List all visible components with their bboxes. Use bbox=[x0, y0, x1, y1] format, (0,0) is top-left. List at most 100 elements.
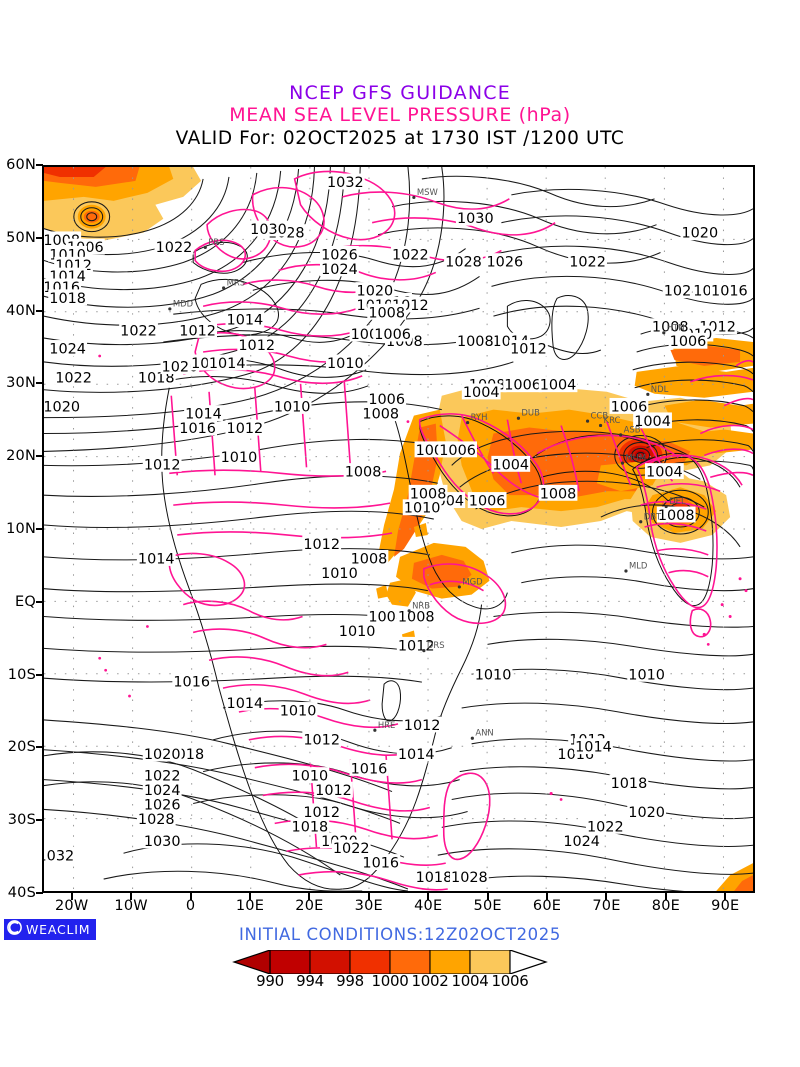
y-axis-tick-40s: 40S bbox=[7, 885, 36, 901]
isobar-label-bg bbox=[680, 224, 720, 241]
isobar-label-bg bbox=[314, 781, 353, 798]
isobar-label: 1008 bbox=[368, 305, 405, 321]
isobar-label-bg bbox=[320, 260, 359, 277]
isobar-label: 1008 bbox=[410, 486, 447, 502]
city-dot bbox=[598, 423, 603, 428]
isobar-label: 1006 bbox=[469, 494, 506, 510]
isobar-label-bg bbox=[585, 817, 625, 834]
x-axis-tick-40e: 40E bbox=[414, 898, 443, 914]
isobar-label: 1016 bbox=[351, 761, 388, 777]
isobar-label: 1010 bbox=[475, 667, 512, 683]
isobar-label-bg bbox=[609, 397, 649, 414]
isobar-label: 1028 bbox=[445, 255, 482, 271]
isobar-label: 1008 bbox=[368, 609, 405, 625]
colorbar-cell bbox=[349, 950, 391, 974]
x-axis-tick-20e: 20E bbox=[295, 898, 324, 914]
isobar-label-bg bbox=[402, 716, 442, 733]
chart-title-block: NCEP GFS GUIDANCE MEAN SEA LEVEL PRESSUR… bbox=[0, 82, 800, 150]
isobar-label-bg bbox=[414, 868, 454, 885]
isobar-label-bg bbox=[568, 253, 607, 270]
x-axis-tick-mark bbox=[130, 893, 133, 900]
isobar-label: 1024 bbox=[49, 341, 86, 357]
isobar-label-bg bbox=[44, 846, 76, 863]
isobar-label-bg bbox=[367, 303, 407, 320]
weaclim-logo[interactable]: WEACLIM bbox=[4, 919, 97, 940]
y-axis-tick-10s: 10S bbox=[7, 666, 36, 683]
isobar-label: 1022 bbox=[144, 769, 181, 785]
city-dot bbox=[222, 286, 226, 290]
isobar-label: 1006 bbox=[670, 334, 707, 350]
city-dot bbox=[412, 195, 416, 199]
x-axis-tick-50e: 50E bbox=[473, 898, 502, 914]
x-axis-tick-60e: 60E bbox=[532, 898, 562, 914]
isobar-label-bg bbox=[54, 369, 93, 385]
isobar-label-bg bbox=[136, 550, 176, 566]
isobar-label: 1022 bbox=[120, 323, 157, 339]
map-plot-area[interactable]: 1032103010281030102210261024102210281026… bbox=[42, 165, 755, 893]
isobar-label-bg bbox=[249, 220, 288, 237]
isobar-label: 1012 bbox=[303, 732, 340, 748]
isobar-label-bg bbox=[331, 839, 371, 856]
city-label-drs: DRS bbox=[427, 640, 445, 650]
colorbar-tick-994: 994 bbox=[296, 972, 324, 990]
isobar-label-bg bbox=[491, 455, 531, 472]
x-axis-tick-mark bbox=[367, 893, 370, 900]
city-dot bbox=[620, 461, 625, 465]
isobar-label-bg bbox=[44, 397, 82, 414]
colorbar-tick-1006: 1006 bbox=[491, 972, 529, 990]
x-axis-tick-mark bbox=[724, 893, 727, 900]
isobar-label-bg bbox=[644, 463, 684, 480]
isobar-label: 1024 bbox=[321, 262, 358, 278]
isobar-label: 1014 bbox=[575, 740, 612, 756]
colorbar-tick-990: 990 bbox=[256, 972, 284, 990]
isobar-label-bg bbox=[320, 564, 359, 581]
y-axis-tick-60n: 60N bbox=[6, 157, 36, 173]
isobar-label: 1012 bbox=[315, 783, 352, 799]
isobar-label-bg bbox=[485, 253, 525, 270]
isobar-label: 1008 bbox=[540, 486, 577, 502]
title-line-valid-time: VALID For: 02OCT2025 at 1730 IST /1200 U… bbox=[175, 128, 625, 149]
isobar-label: 1032 bbox=[44, 848, 74, 864]
isobar-label-bg bbox=[709, 282, 749, 299]
isobar-label-bg bbox=[142, 455, 182, 472]
isobar-label-bg bbox=[408, 484, 448, 501]
city-dot bbox=[646, 392, 650, 396]
isobar-label-bg bbox=[142, 767, 182, 784]
isobar-label-bg bbox=[343, 463, 383, 480]
isobar-label-bg bbox=[178, 321, 218, 338]
isobar-label: 1010 bbox=[274, 399, 311, 415]
isobar-label-bg bbox=[225, 419, 265, 436]
isobar-label: 1012 bbox=[510, 341, 547, 357]
city-label-mum: MUM bbox=[625, 453, 646, 463]
city-dot bbox=[585, 419, 590, 423]
colorbar[interactable]: 990 994 998 1000 1002 1004 1006 bbox=[0, 950, 800, 1010]
isobar-label: 1008 bbox=[457, 334, 494, 350]
isobar-label-bg bbox=[225, 694, 265, 711]
isobar-label-bg bbox=[184, 405, 223, 422]
isobar-label: 1004 bbox=[634, 414, 671, 430]
isobar-label-bg bbox=[207, 354, 247, 371]
isobar-label: 1010 bbox=[404, 501, 441, 517]
isobar-label: 1026 bbox=[144, 798, 181, 814]
isobar-label: 1024 bbox=[144, 783, 181, 799]
isobar-label: 1006 bbox=[374, 327, 411, 343]
isobar-label: 1018 bbox=[49, 291, 86, 307]
isobar-label: 1028 bbox=[138, 812, 175, 828]
isobar-label-bg bbox=[154, 238, 194, 255]
initial-conditions-caption: INITIAL CONDITIONS:12Z02OCT2025 bbox=[239, 925, 561, 944]
isobar-label-bg bbox=[349, 759, 389, 776]
title-line-ncep-gfs: NCEP GFS GUIDANCE bbox=[289, 82, 511, 104]
isobar-label-bg bbox=[538, 484, 578, 501]
isobar-label: 1030 bbox=[144, 834, 181, 850]
isobar-label-bg bbox=[627, 803, 667, 820]
city-label-del: DEL bbox=[669, 496, 686, 506]
isobar-label: 1012 bbox=[227, 421, 264, 437]
x-axis-tick-mark bbox=[486, 893, 489, 900]
isobar-label-bg bbox=[290, 767, 330, 784]
isobar-label: 1018 bbox=[416, 870, 453, 886]
isobar-label: 1020 bbox=[628, 805, 665, 821]
city-label-asb: ASB bbox=[624, 424, 641, 434]
x-axis-tick-10e: 10E bbox=[235, 898, 265, 914]
isobar-label: 1014 bbox=[227, 313, 264, 329]
